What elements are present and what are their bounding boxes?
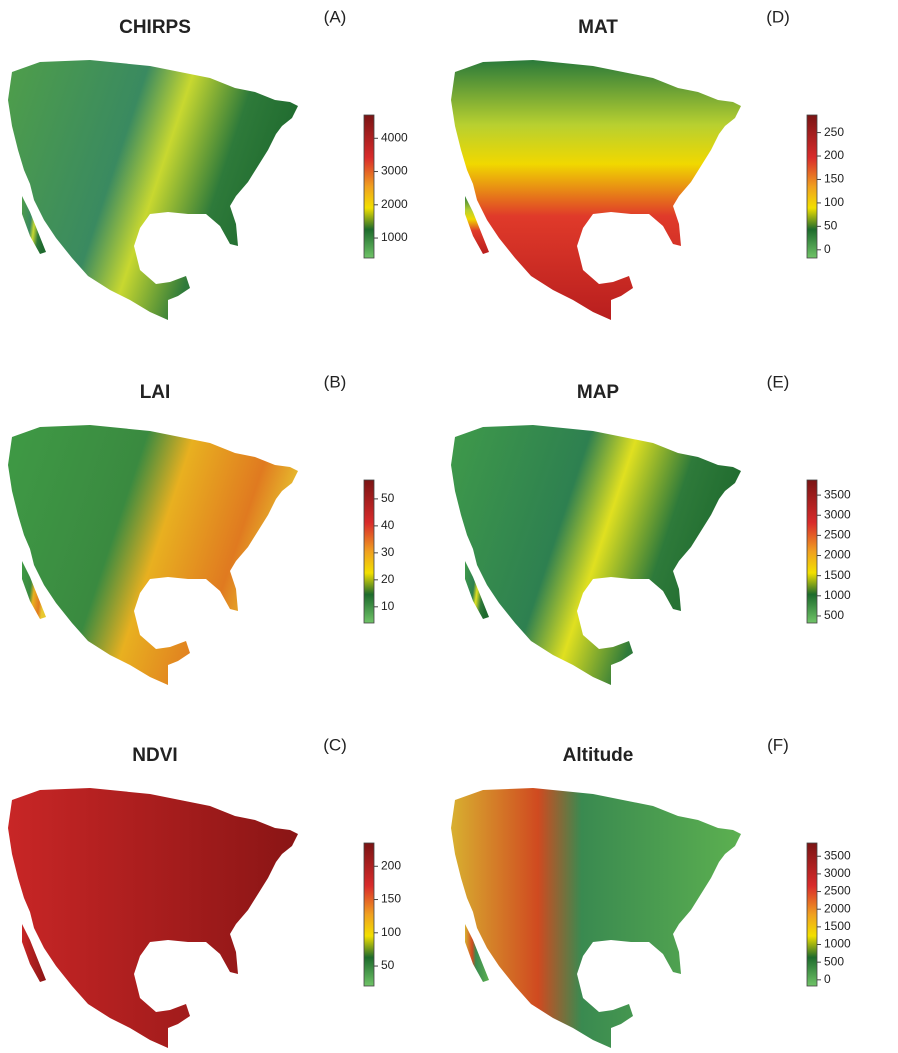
colorbar-tick-label: 2000 <box>824 548 851 562</box>
panel-title: LAI <box>140 382 171 403</box>
map-region <box>451 788 741 1048</box>
colorbar-tick-label: 50 <box>381 958 395 972</box>
colorbar <box>364 480 374 623</box>
colorbar-tick-label: 50 <box>824 219 838 233</box>
map-region <box>451 425 741 685</box>
colorbar-tick-label: 150 <box>824 172 844 186</box>
panel-letter: (D) <box>766 7 790 26</box>
colorbar-tick-label: 100 <box>381 925 401 939</box>
panel-letter: (C) <box>323 735 347 754</box>
colorbar-tick-label: 200 <box>381 858 401 872</box>
colorbar-tick-label: 250 <box>824 125 844 139</box>
panel: MAP (E) 500 1000 1500 2000 2500 3000 3500 <box>451 372 851 685</box>
colorbar-tick-label: 0 <box>824 242 831 256</box>
panel-letter: (F) <box>767 735 789 754</box>
map-region <box>8 425 298 685</box>
colorbar-tick-label: 20 <box>381 572 395 586</box>
colorbar-tick-label: 150 <box>381 892 401 906</box>
colorbar-tick-label: 2500 <box>824 884 851 898</box>
colorbar-tick-label: 3000 <box>381 164 408 178</box>
panel-title: Altitude <box>563 745 634 766</box>
colorbar-tick-label: 500 <box>824 954 844 968</box>
panel: NDVI (C) 50 100 150 200 <box>8 735 401 1048</box>
map-region <box>451 60 741 320</box>
panel: LAI (B) 10 20 30 40 50 <box>8 372 395 685</box>
panel-title: MAP <box>577 382 620 403</box>
colorbar <box>807 115 817 258</box>
colorbar-tick-label: 3500 <box>824 848 851 862</box>
panel: Altitude (F) 0 500 1000 1500 2000 2500 3000 3500 <box>451 735 851 1048</box>
colorbar-tick-label: 2000 <box>824 901 851 915</box>
colorbar <box>364 115 374 258</box>
colorbar-tick-label: 2000 <box>381 197 408 211</box>
panel: CHIRPS (A) 1000 2000 3000 4000 <box>8 7 408 320</box>
panel-title: CHIRPS <box>119 17 191 38</box>
panel-title: NDVI <box>132 745 177 766</box>
colorbar-tick-label: 1000 <box>824 588 851 602</box>
colorbar-tick-label: 4000 <box>381 130 408 144</box>
colorbar-tick-label: 200 <box>824 148 844 162</box>
colorbar <box>364 843 374 986</box>
colorbar-tick-label: 10 <box>381 599 395 613</box>
figure: CHIRPS(A)1000200030004000LAI(B)102030405… <box>0 0 898 1053</box>
colorbar-tick-label: 1500 <box>824 919 851 933</box>
map-region <box>8 788 298 1048</box>
colorbar-tick-label: 1500 <box>824 568 851 582</box>
colorbar-tick-label: 3000 <box>824 866 851 880</box>
panel-title: MAT <box>578 17 618 38</box>
map-region <box>8 60 298 320</box>
panel-letter: (B) <box>324 372 347 391</box>
colorbar-tick-label: 50 <box>381 491 395 505</box>
colorbar-tick-label: 1000 <box>824 937 851 951</box>
panel-letter: (A) <box>324 7 347 26</box>
colorbar-tick-label: 3500 <box>824 487 851 501</box>
colorbar-tick-label: 1000 <box>381 230 408 244</box>
colorbar-tick-label: 30 <box>381 545 395 559</box>
panel-letter: (E) <box>767 372 790 391</box>
colorbar-tick-label: 100 <box>824 195 844 209</box>
colorbar-tick-label: 40 <box>381 518 395 532</box>
colorbar-tick-label: 2500 <box>824 528 851 542</box>
colorbar-tick-label: 500 <box>824 608 844 622</box>
panel: MAT (D) 0 50 100 150 200 250 <box>451 7 844 320</box>
colorbar <box>807 480 817 623</box>
colorbar-tick-label: 3000 <box>824 507 851 521</box>
colorbar-tick-label: 0 <box>824 972 831 986</box>
colorbar <box>807 843 817 986</box>
